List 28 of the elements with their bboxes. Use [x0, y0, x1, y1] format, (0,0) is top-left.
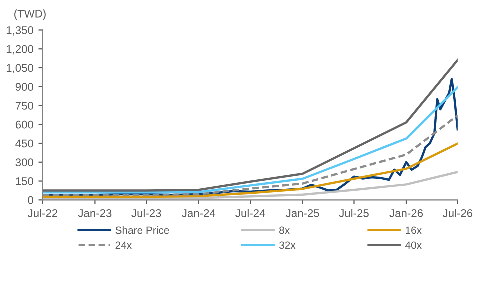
y-axis-title: (TWD) [14, 10, 46, 20]
legend-label: 24x [116, 242, 132, 249]
x-tick-label: Jan-25 [286, 209, 320, 218]
x-tick-label: Jul-23 [132, 209, 162, 218]
y-tick-label: 1,350 [6, 26, 34, 36]
y-tick-label: 150 [16, 178, 34, 186]
x-tick-label: Jul-26 [442, 209, 473, 218]
x-tick-label: Jul-24 [236, 209, 266, 218]
y-tick-label: 900 [16, 83, 34, 92]
legend-label: 32x [279, 242, 296, 250]
line-series [42, 142, 458, 198]
legend-label: 16x [406, 226, 422, 234]
y-tick-label: 750 [16, 102, 34, 110]
legend-label: 8x [280, 226, 290, 234]
x-tick-label: Jan-23 [78, 209, 112, 218]
y-tick-label: 0 [28, 196, 34, 204]
x-tick-label: Jan-26 [390, 209, 424, 218]
y-tick-label: 450 [16, 140, 34, 148]
x-tick-label: Jul-25 [339, 209, 369, 218]
y-tick-label: 1,200 [6, 45, 34, 55]
y-tick-label: 1,050 [6, 64, 34, 74]
x-tick-label: Jul-22 [28, 209, 58, 218]
x-tick-label: Jan-24 [182, 209, 216, 218]
y-tick-label: 300 [16, 158, 34, 167]
legend-label: 40x [405, 242, 422, 250]
legend-label: Share Price [116, 226, 170, 234]
y-tick-label: 600 [16, 120, 34, 129]
line-series [42, 59, 458, 192]
